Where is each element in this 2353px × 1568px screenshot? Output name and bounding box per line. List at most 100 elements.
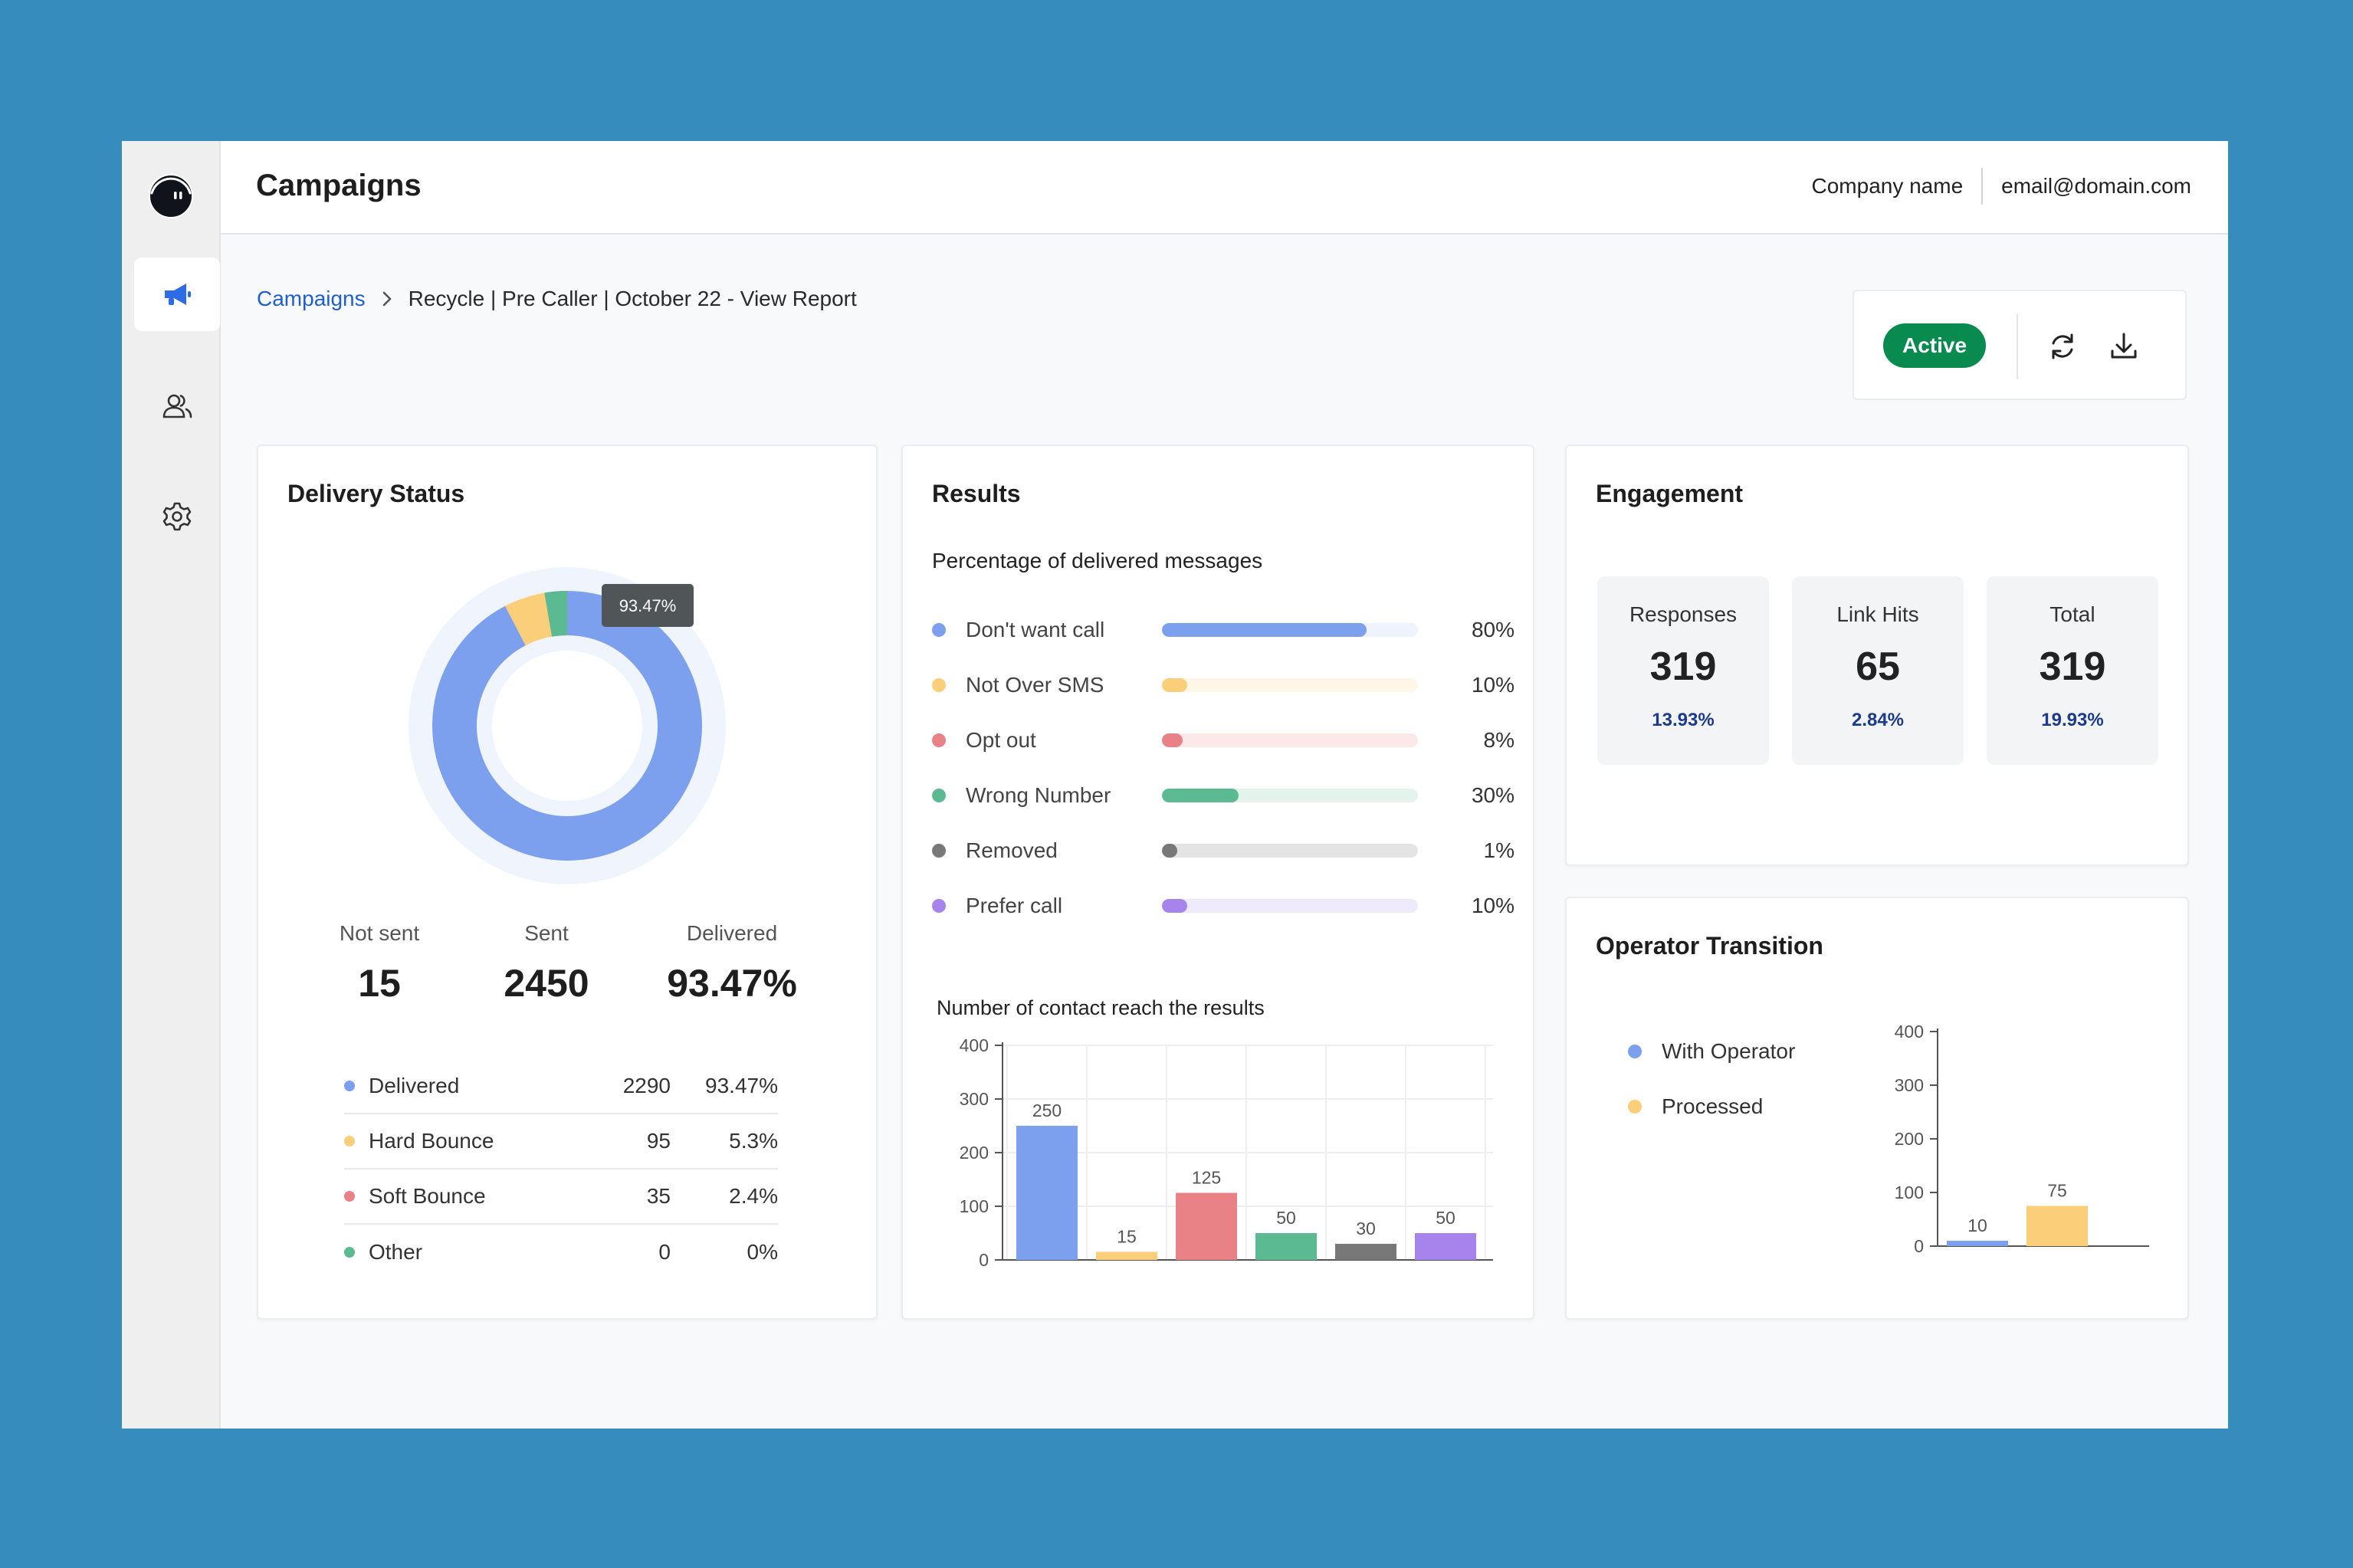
donut-tooltip-text: 93.47% [619, 596, 677, 615]
legend-dot [344, 1247, 355, 1258]
eng-pct: 19.93% [2041, 710, 2104, 730]
company-name[interactable]: Company name [1811, 174, 1964, 198]
header-divider [1981, 168, 1984, 205]
delivery-donut-chart: 93.47% [409, 567, 726, 884]
operator-legend-item: With Operator [1628, 1039, 1795, 1064]
bar-value-label: 125 [1192, 1168, 1221, 1188]
legend-row: Hard Bounce 95 5.3% [344, 1114, 778, 1169]
result-name: Opt out [966, 728, 1036, 752]
refresh-icon [2052, 333, 2073, 359]
legend-pct: 5.3% [729, 1129, 778, 1153]
donut-slice-hard-bounce[interactable] [505, 592, 554, 646]
legend-pct: 2.4% [729, 1184, 778, 1208]
legend-row: Soft Bounce 35 2.4% [344, 1169, 778, 1225]
status-badge: Active [1883, 323, 1986, 368]
legend-name: Delivered [369, 1074, 460, 1097]
eng-label: Responses [1629, 602, 1738, 626]
panel-divider [2017, 314, 2018, 379]
result-pct: 1% [1483, 838, 1515, 862]
result-name: Prefer call [966, 894, 1063, 917]
donut-slice-delivered[interactable] [432, 591, 702, 861]
sidebar-item-campaigns[interactable] [134, 258, 220, 331]
bar-wrong-number[interactable] [1255, 1233, 1317, 1260]
result-dot [932, 678, 946, 692]
engagement-card: Engagement Responses 319 13.93% Link Hit… [1565, 444, 2189, 866]
legend-count: 35 [646, 1184, 671, 1208]
sidebar-item-settings[interactable] [134, 480, 220, 553]
result-progress-track [1162, 789, 1418, 802]
stat-label-not-sent: Not sent [339, 921, 420, 945]
result-progress-fill [1162, 733, 1183, 747]
refresh-button[interactable] [2043, 326, 2082, 366]
bar-value-label: 50 [1276, 1208, 1296, 1228]
result-progress-fill [1162, 844, 1178, 858]
gear-icon [162, 502, 192, 531]
result-row: Removed 1% [932, 835, 1515, 866]
legend-dot [1628, 1100, 1642, 1114]
bar-value-label: 10 [1967, 1215, 1987, 1235]
legend-dot [344, 1136, 355, 1146]
result-progress-track [1162, 678, 1418, 692]
card-title: Engagement [1596, 480, 1744, 507]
result-progress-track [1162, 733, 1418, 747]
donut-center [492, 651, 642, 801]
brand-logo[interactable] [145, 170, 197, 222]
result-dot [932, 844, 946, 858]
stat-label-sent: Sent [524, 921, 569, 945]
breadcrumb: Campaigns Recycle | Pre Caller | October… [257, 287, 857, 311]
eng-value: 319 [2039, 645, 2106, 689]
results-chart-title: Number of contact reach the results [937, 996, 1265, 1019]
legend-dot [344, 1081, 355, 1091]
engagement-box-total: Total 319 19.93% [1987, 576, 2158, 765]
bar-value-label: 50 [1436, 1208, 1455, 1228]
bar-removed[interactable] [1335, 1244, 1396, 1260]
page-title: Campaigns [256, 169, 422, 202]
eng-value: 319 [1649, 645, 1717, 689]
legend-pct: 93.47% [705, 1074, 778, 1097]
sidebar-item-users[interactable] [134, 369, 220, 443]
delivery-legend-table: Delivered 2290 93.47% Hard Bounce 95 5.3… [344, 1059, 778, 1280]
delivery-status-card: Delivery Status 93.47% Not sent 15 Sent … [257, 444, 878, 1320]
bar-with-operator[interactable] [1947, 1241, 2008, 1246]
card-title: Results [932, 480, 1021, 507]
bar-not-over-sms[interactable] [1096, 1251, 1157, 1261]
y-tick-label: 200 [960, 1143, 989, 1163]
top-header: Campaigns Company name email@domain.com [221, 141, 2228, 235]
bar-prefer-call[interactable] [1415, 1233, 1476, 1260]
account-info: Company name email@domain.com [1811, 167, 2191, 205]
eng-pct: 13.93% [1652, 710, 1715, 730]
result-progress-fill [1162, 789, 1239, 802]
chevron-right-icon [379, 290, 395, 308]
bar-don-t-want-call[interactable] [1016, 1126, 1078, 1260]
download-button[interactable] [2104, 326, 2144, 366]
megaphone-icon [165, 284, 191, 305]
operator-transition-card: Operator Transition With Operator Proces… [1565, 897, 2189, 1320]
user-email[interactable]: email@domain.com [2001, 174, 2191, 198]
eng-label: Link Hits [1836, 602, 1919, 626]
bar-value-label: 15 [1117, 1227, 1137, 1247]
legend-count: 95 [646, 1129, 671, 1153]
y-tick-label: 0 [979, 1250, 989, 1270]
result-progress-track [1162, 844, 1418, 858]
result-row: Not Over SMS 10% [932, 670, 1515, 700]
legend-name: Soft Bounce [369, 1184, 486, 1208]
result-name: Don't want call [966, 618, 1105, 641]
bar-opt-out[interactable] [1176, 1192, 1237, 1261]
app-window: Campaigns Company name email@domain.com … [122, 141, 2228, 1429]
sidebar [122, 141, 221, 1429]
legend-name: Hard Bounce [369, 1129, 494, 1153]
result-pct: 10% [1471, 894, 1515, 917]
legend-row: Other 0 0% [344, 1225, 778, 1280]
y-tick-label: 300 [1895, 1075, 1924, 1095]
result-name: Removed [966, 838, 1058, 862]
result-pct: 8% [1483, 728, 1515, 752]
stat-value-sent: 2450 [504, 962, 589, 1005]
operator-legend-item: Processed [1628, 1094, 1763, 1119]
legend-name: Processed [1662, 1094, 1764, 1118]
bar-processed[interactable] [2026, 1206, 2088, 1247]
stat-value-delivered: 93.47% [667, 962, 797, 1005]
bar-value-label: 75 [2047, 1181, 2067, 1201]
legend-row: Delivered 2290 93.47% [344, 1059, 778, 1114]
breadcrumb-campaigns-link[interactable]: Campaigns [257, 287, 366, 310]
results-bar-chart: 0 100 200 300 400 250 15 125 50 30 50 [960, 1035, 1493, 1270]
